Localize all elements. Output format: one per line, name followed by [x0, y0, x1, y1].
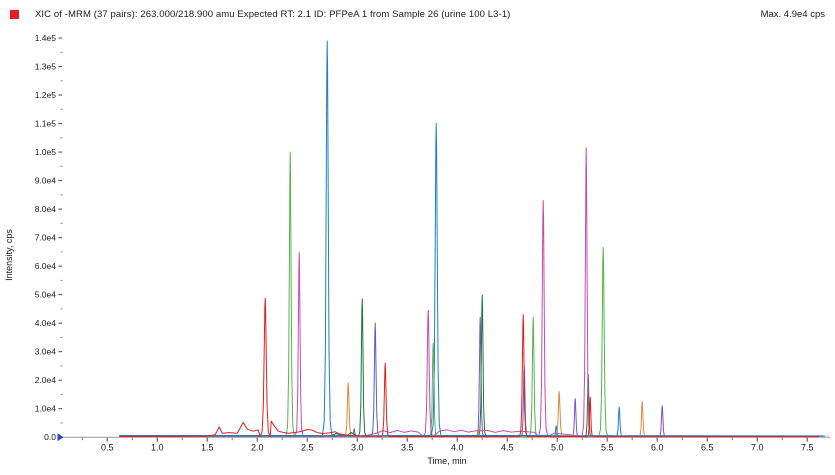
- chart-header: XIC of -MRM (37 pairs): 263.000/218.900 …: [10, 6, 825, 22]
- trace-red: [119, 297, 820, 438]
- y-tick-label: 4.0e4: [35, 318, 57, 328]
- y-tick-label: 8.0e4: [35, 204, 57, 214]
- y-tick-label: 1.3e5: [35, 62, 57, 72]
- y-tick-label: 0.0: [44, 432, 56, 442]
- trace-violet: [121, 316, 818, 438]
- x-tick-label: 2.5: [301, 443, 314, 453]
- x-tick-label: 4.0: [451, 443, 464, 453]
- y-tick-label: 7.0e4: [35, 233, 57, 243]
- x-axis-title: Time, min: [427, 456, 467, 466]
- x-tick-label: 6.0: [651, 443, 664, 453]
- x-tick-label: 1.5: [201, 443, 214, 453]
- max-intensity-label: Max. 4.9e4 cps: [760, 8, 825, 20]
- active-trace-legend-swatch[interactable]: [10, 9, 19, 19]
- trace-dark-green: [121, 294, 818, 438]
- axis-origin-marker-icon: [57, 433, 64, 442]
- x-tick-label: 7.0: [751, 443, 764, 453]
- trace-light-green: [120, 151, 820, 438]
- trace-blue: [119, 40, 826, 438]
- y-tick-label: 6.0e4: [35, 261, 57, 271]
- y-tick-label: 1.2e5: [35, 90, 57, 100]
- chart-title: XIC of -MRM (37 pairs): 263.000/218.900 …: [35, 8, 511, 20]
- x-tick-label: 5.0: [551, 443, 564, 453]
- x-tick-label: 3.0: [351, 443, 364, 453]
- x-tick-label: 7.5: [801, 443, 814, 453]
- x-tick-label: 6.5: [701, 443, 714, 453]
- x-tick-label: 4.5: [501, 443, 514, 453]
- x-tick-label: 0.5: [101, 443, 114, 453]
- y-tick-label: 3.0e4: [35, 347, 57, 357]
- y-tick-label: 1.0e5: [35, 147, 57, 157]
- y-tick-label: 5.0e4: [35, 290, 57, 300]
- trace-magenta: [120, 147, 818, 438]
- y-tick-label: 1.1e5: [35, 119, 57, 129]
- x-tick-label: 5.5: [601, 443, 614, 453]
- y-tick-label: 1.0e4: [35, 404, 57, 414]
- trace-slate-blue: [119, 322, 824, 438]
- y-tick-label: 2.0e4: [35, 375, 57, 385]
- x-tick-label: 1.0: [151, 443, 164, 453]
- trace-orange: [121, 382, 818, 438]
- y-tick-label: 1.4e5: [35, 33, 57, 43]
- y-tick-label: 9.0e4: [35, 176, 57, 186]
- x-tick-label: 2.0: [251, 443, 264, 453]
- x-tick-label: 3.5: [401, 443, 414, 453]
